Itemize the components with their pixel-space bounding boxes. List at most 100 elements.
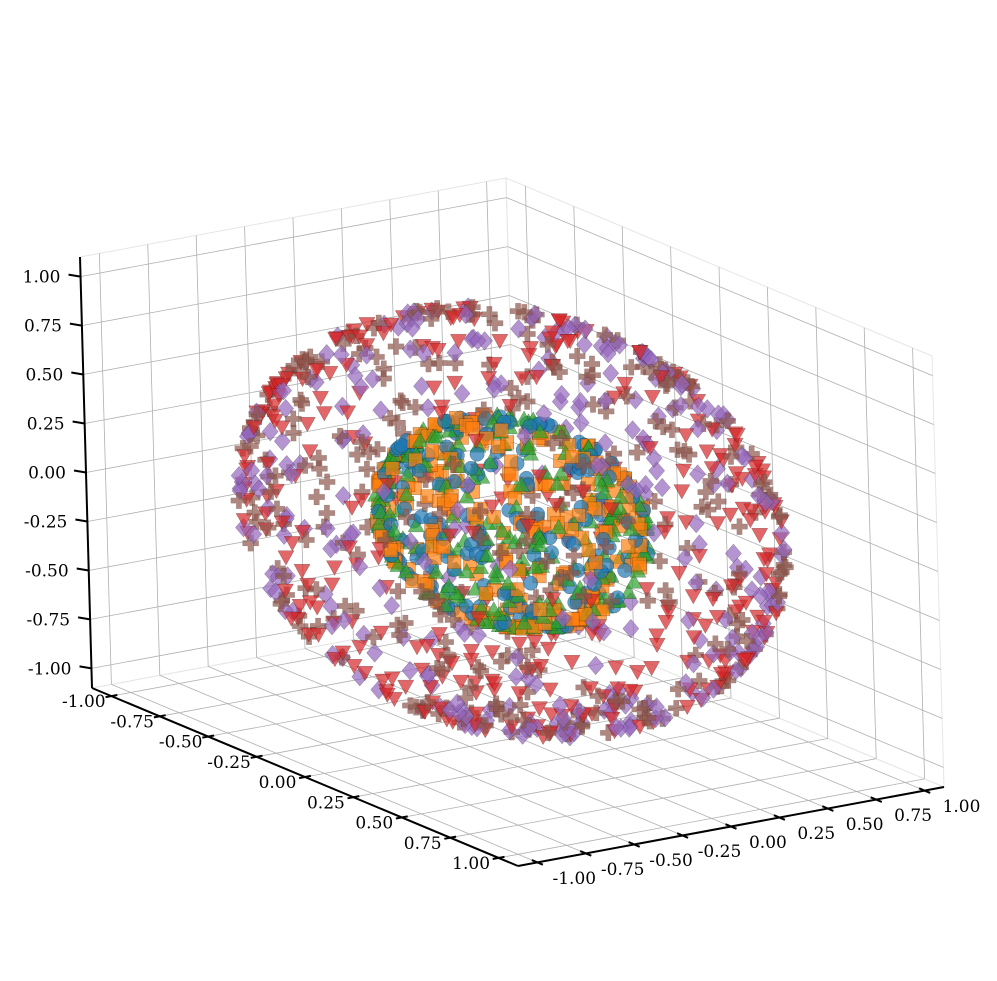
- x-tick-label: -0.50: [159, 733, 203, 753]
- point-plus: [318, 473, 336, 491]
- point-triangle-down: [429, 343, 447, 359]
- point-square: [478, 586, 493, 601]
- point-plus: [602, 592, 620, 610]
- point-diamond: [366, 643, 384, 663]
- point-diamond: [402, 531, 419, 552]
- point-triangle-down: [293, 564, 311, 580]
- point-plus: [545, 359, 563, 376]
- point-triangle-down: [657, 615, 675, 631]
- point-diamond: [718, 473, 736, 493]
- point-triangle-down: [327, 332, 345, 348]
- point-triangle-up: [397, 562, 415, 579]
- point-triangle-down: [526, 634, 544, 650]
- point-triangle-down: [741, 513, 759, 529]
- left-wall-grid-z: [81, 246, 508, 326]
- point-square: [532, 602, 547, 617]
- point-diamond: [645, 523, 663, 543]
- point-diamond: [323, 615, 341, 636]
- point-triangle-down: [703, 461, 721, 477]
- left-wall-grid-z: [80, 197, 507, 277]
- point-diamond: [648, 461, 666, 481]
- point-triangle-down: [259, 456, 277, 472]
- point-plus: [259, 519, 277, 537]
- y-tick-label: -0.75: [601, 860, 645, 880]
- floor-grid-y: [256, 657, 683, 836]
- x-tick-mark: [492, 855, 505, 860]
- point-diamond: [595, 622, 613, 642]
- z-tick-mark: [76, 567, 89, 572]
- point-triangle-down: [643, 389, 661, 406]
- point-diamond: [535, 403, 553, 424]
- x-tick-label: -0.25: [207, 753, 251, 773]
- point-diamond: [553, 384, 571, 405]
- point-triangle-down: [449, 333, 467, 350]
- point-diamond: [273, 431, 291, 451]
- point-triangle-down: [351, 329, 369, 345]
- point-diamond: [627, 390, 644, 410]
- point-triangle-up: [478, 546, 496, 562]
- point-plus: [607, 692, 625, 709]
- point-triangle-up: [515, 614, 533, 630]
- point-plus: [639, 592, 657, 610]
- point-triangle-down: [530, 701, 548, 717]
- point-diamond: [599, 343, 617, 364]
- point-triangle-down: [273, 420, 291, 436]
- y-tick-mark: [773, 814, 786, 821]
- point-triangle-down: [751, 528, 769, 544]
- floor-grid-y: [111, 684, 538, 863]
- point-plus: [296, 457, 314, 474]
- point-diamond: [283, 464, 300, 484]
- point-diamond: [508, 648, 526, 668]
- point-plus: [486, 314, 504, 332]
- point-triangle-down: [339, 405, 357, 421]
- y-tick-label: -1.00: [552, 869, 596, 889]
- point-plus: [538, 553, 556, 570]
- y-tick-mark: [676, 832, 689, 839]
- point-triangle-down: [712, 666, 730, 683]
- point-plus: [511, 696, 529, 714]
- point-plus: [420, 355, 437, 373]
- point-plus: [518, 393, 536, 410]
- point-diamond: [371, 578, 389, 598]
- point-diamond: [351, 556, 369, 577]
- point-diamond: [372, 400, 390, 420]
- point-diamond: [705, 679, 722, 699]
- point-triangle-down: [358, 338, 376, 354]
- point-plus: [389, 414, 406, 432]
- point-triangle-down: [709, 516, 727, 532]
- point-triangle-down: [382, 317, 400, 333]
- point-triangle-down: [425, 380, 443, 396]
- point-plus: [643, 364, 660, 381]
- point-triangle-down: [607, 660, 625, 676]
- point-circle: [617, 563, 633, 578]
- point-plus: [597, 538, 615, 556]
- y-tick-mark: [870, 796, 883, 803]
- x-tick-mark: [250, 754, 263, 759]
- point-diamond: [449, 500, 466, 520]
- z-tick-mark: [69, 322, 83, 327]
- point-diamond: [576, 334, 593, 355]
- point-plus: [693, 498, 711, 516]
- point-plus: [777, 559, 794, 576]
- point-triangle-up: [397, 485, 416, 502]
- point-triangle-down: [675, 463, 693, 479]
- point-triangle-down: [334, 645, 352, 661]
- point-triangle-down: [469, 611, 487, 627]
- point-diamond: [645, 448, 663, 468]
- point-diamond: [501, 559, 519, 579]
- point-triangle-down: [648, 628, 666, 644]
- point-plus: [428, 300, 446, 317]
- point-plus: [661, 593, 678, 611]
- point-diamond: [584, 612, 602, 632]
- point-triangle-down: [544, 592, 562, 608]
- y-tick-mark: [628, 841, 641, 848]
- point-triangle-down: [527, 369, 546, 386]
- point-diamond: [258, 465, 276, 486]
- point-triangle-down: [616, 376, 634, 393]
- point-plus: [358, 460, 376, 478]
- point-triangle-down: [648, 637, 666, 654]
- x-tick-mark: [444, 835, 457, 840]
- x-tick-mark: [202, 734, 215, 739]
- point-plus: [619, 512, 636, 530]
- point-diamond: [689, 464, 707, 484]
